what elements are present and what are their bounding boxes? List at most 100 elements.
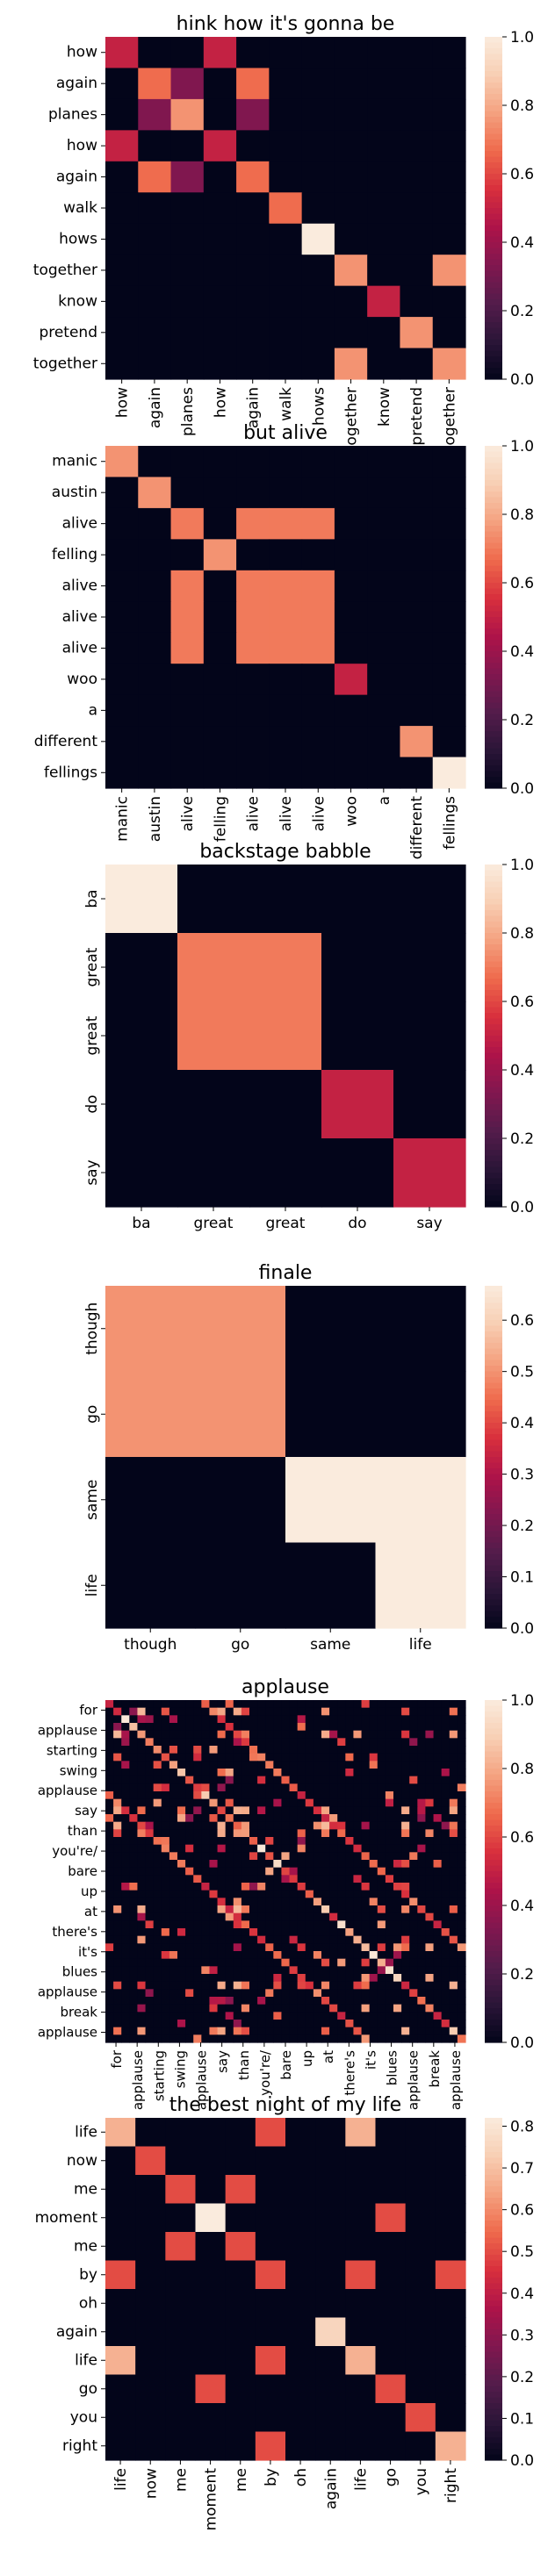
heatmap-cell	[433, 1989, 443, 1998]
colorbar-tick-label: 0.4	[510, 2285, 534, 2303]
colorbar-tick-label: 0.3	[510, 1467, 534, 1484]
heatmap-cell	[105, 1821, 114, 1830]
heatmap-cell	[177, 1769, 186, 1777]
colorbar-segment	[485, 88, 502, 95]
heatmap-cell	[236, 632, 270, 664]
heatmap-cell	[201, 1814, 211, 1823]
heatmap-cell	[203, 694, 237, 727]
colorbar-segment	[485, 1899, 502, 1906]
heatmap-cell	[401, 1974, 410, 1983]
heatmap-cell	[236, 37, 270, 69]
heatmap-cell	[393, 2020, 402, 2028]
heatmap-cell	[297, 2020, 306, 2028]
heatmap-cell	[334, 726, 368, 758]
colorbar-segment	[485, 2357, 502, 2364]
heatmap-cell	[449, 1890, 458, 1898]
colorbar-segment	[485, 1746, 502, 1753]
heatmap-cell	[377, 1783, 386, 1792]
heatmap-cell	[217, 1776, 227, 1784]
heatmap-cell	[249, 1958, 258, 1967]
heatmap-cell	[393, 1806, 402, 1815]
heatmap-cell	[201, 1875, 211, 1884]
heatmap-cell	[138, 446, 172, 478]
heatmap-cell	[401, 1746, 410, 1754]
heatmap-cell	[289, 1974, 299, 1983]
heatmap-cell	[417, 1935, 427, 1944]
heatmap-cell	[409, 1821, 418, 1830]
heatmap-cell	[217, 1905, 227, 1914]
colorbar-segment	[485, 990, 502, 997]
heatmap-cell	[301, 726, 335, 758]
heatmap-cell	[105, 2232, 136, 2262]
heatmap-cell	[367, 98, 401, 131]
heatmap-cell	[285, 2175, 316, 2205]
colorbar-segment	[485, 497, 502, 504]
heatmap-cell	[257, 1943, 266, 1952]
heatmap-cell	[289, 1791, 299, 1800]
heatmap-cell	[433, 2012, 443, 2020]
heatmap-cell	[441, 1981, 450, 1990]
x-tick-label: you're/	[257, 2049, 273, 2096]
heatmap-cell	[185, 1829, 194, 1838]
heatmap-cell	[313, 1958, 322, 1967]
colorbar-segment	[485, 1439, 502, 1446]
heatmap-cell	[313, 1860, 322, 1869]
heatmap-cell	[297, 1966, 306, 1975]
heatmap-cell	[121, 1730, 130, 1739]
heatmap-cell	[153, 1761, 162, 1769]
heatmap-cell	[329, 1769, 338, 1777]
heatmap-cell	[425, 1958, 435, 1967]
heatmap-cell	[217, 1746, 227, 1754]
heatmap-cell	[313, 2004, 322, 2013]
heatmap-cell	[385, 1974, 394, 1983]
heatmap-cell	[153, 1738, 162, 1747]
heatmap-cell	[201, 2004, 211, 2013]
heatmap-cell	[257, 1883, 266, 1891]
heatmap-cell	[249, 1798, 258, 1807]
heatmap-cell	[375, 2289, 407, 2319]
heatmap-cell	[281, 2020, 291, 2028]
heatmap-cell	[337, 1821, 346, 1830]
heatmap-cell	[138, 192, 172, 225]
colorbar-segment	[485, 1803, 502, 1810]
heatmap-cell	[345, 1943, 355, 1952]
heatmap-cell	[217, 1860, 227, 1869]
heatmap-cell	[185, 1935, 194, 1944]
heatmap-cell	[321, 1001, 394, 1071]
heatmap-cell	[177, 1912, 186, 1921]
heatmap-cell	[113, 1730, 122, 1739]
heatmap-cell	[257, 1852, 266, 1861]
heatmap-cell	[337, 1928, 346, 1937]
colorbar-tick-label: 0.2	[510, 303, 534, 320]
heatmap-cell	[169, 1844, 178, 1853]
heatmap-cell	[435, 2260, 466, 2290]
heatmap-cell	[313, 1829, 322, 1838]
heatmap-cell	[285, 1542, 377, 1629]
heatmap-cell	[281, 1912, 291, 1921]
heatmap-cell	[315, 2403, 346, 2433]
heatmap-cell	[177, 1966, 186, 1975]
heatmap-cell	[281, 1997, 291, 2006]
heatmap-cell	[369, 1989, 378, 1998]
heatmap-cell	[409, 1829, 418, 1838]
colorbar-segment	[485, 2300, 502, 2307]
heatmap-cell	[435, 2203, 466, 2233]
heatmap-cell	[367, 255, 401, 287]
colorbar-segment	[485, 1757, 502, 1764]
heatmap-cell	[353, 1738, 363, 1747]
heatmap-cell	[137, 1989, 147, 1998]
heatmap-cell	[417, 1730, 427, 1739]
heatmap-cell	[401, 1898, 410, 1906]
heatmap-cell	[209, 1746, 219, 1754]
heatmap-cell	[225, 1935, 234, 1944]
heatmap-cell	[337, 1814, 346, 1823]
heatmap-cell	[457, 1958, 466, 1967]
heatmap-cell	[425, 2034, 435, 2043]
colorbar-segment	[485, 628, 502, 635]
heatmap-cell	[105, 1974, 114, 1983]
heatmap-cell	[161, 1860, 170, 1869]
x-tick-label: applause	[130, 2050, 146, 2110]
colorbar-segment	[485, 492, 502, 499]
heatmap-cell	[203, 223, 237, 255]
colorbar-segment	[485, 588, 502, 595]
